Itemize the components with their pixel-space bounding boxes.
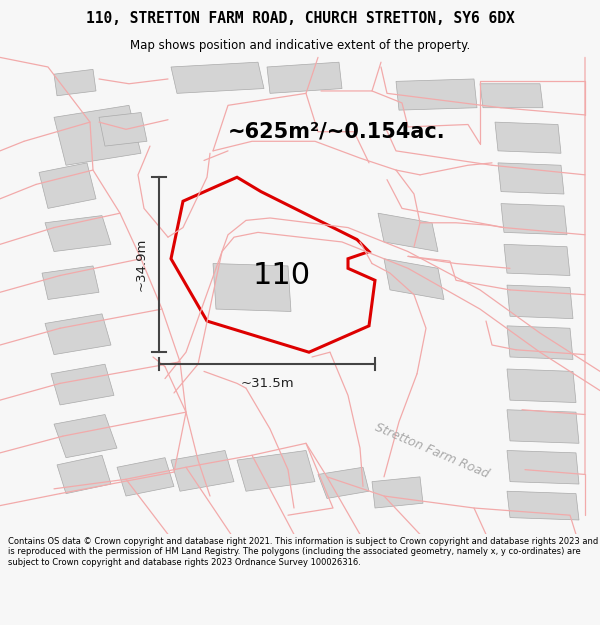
- Polygon shape: [495, 122, 561, 153]
- Polygon shape: [498, 163, 564, 194]
- Polygon shape: [45, 216, 111, 251]
- Text: ~34.9m: ~34.9m: [134, 238, 148, 291]
- Polygon shape: [54, 69, 96, 96]
- Polygon shape: [480, 84, 543, 107]
- Polygon shape: [507, 451, 579, 484]
- Polygon shape: [396, 79, 477, 110]
- Polygon shape: [171, 451, 234, 491]
- Polygon shape: [99, 112, 147, 146]
- Polygon shape: [384, 259, 444, 299]
- Polygon shape: [267, 62, 342, 93]
- Polygon shape: [504, 244, 570, 276]
- Polygon shape: [507, 285, 573, 319]
- Polygon shape: [117, 458, 174, 496]
- Polygon shape: [507, 491, 579, 520]
- Text: ~625m²/~0.154ac.: ~625m²/~0.154ac.: [228, 122, 446, 142]
- Polygon shape: [39, 163, 96, 208]
- Polygon shape: [237, 451, 315, 491]
- Polygon shape: [372, 477, 423, 508]
- Polygon shape: [507, 369, 576, 402]
- Polygon shape: [318, 468, 369, 498]
- Text: Contains OS data © Crown copyright and database right 2021. This information is : Contains OS data © Crown copyright and d…: [8, 537, 598, 567]
- Polygon shape: [57, 455, 111, 494]
- Polygon shape: [378, 213, 438, 251]
- Polygon shape: [501, 204, 567, 235]
- Polygon shape: [45, 314, 111, 354]
- Polygon shape: [507, 410, 579, 443]
- Polygon shape: [213, 264, 291, 311]
- Polygon shape: [54, 414, 117, 458]
- Text: Map shows position and indicative extent of the property.: Map shows position and indicative extent…: [130, 39, 470, 51]
- Text: 110, STRETTON FARM ROAD, CHURCH STRETTON, SY6 6DX: 110, STRETTON FARM ROAD, CHURCH STRETTON…: [86, 11, 514, 26]
- Text: Stretton Farm Road: Stretton Farm Road: [373, 421, 491, 481]
- Polygon shape: [171, 62, 264, 93]
- Text: ~31.5m: ~31.5m: [240, 377, 294, 390]
- Text: 110: 110: [253, 261, 311, 290]
- Polygon shape: [51, 364, 114, 405]
- Polygon shape: [42, 266, 99, 299]
- Polygon shape: [507, 326, 573, 359]
- Polygon shape: [54, 106, 141, 165]
